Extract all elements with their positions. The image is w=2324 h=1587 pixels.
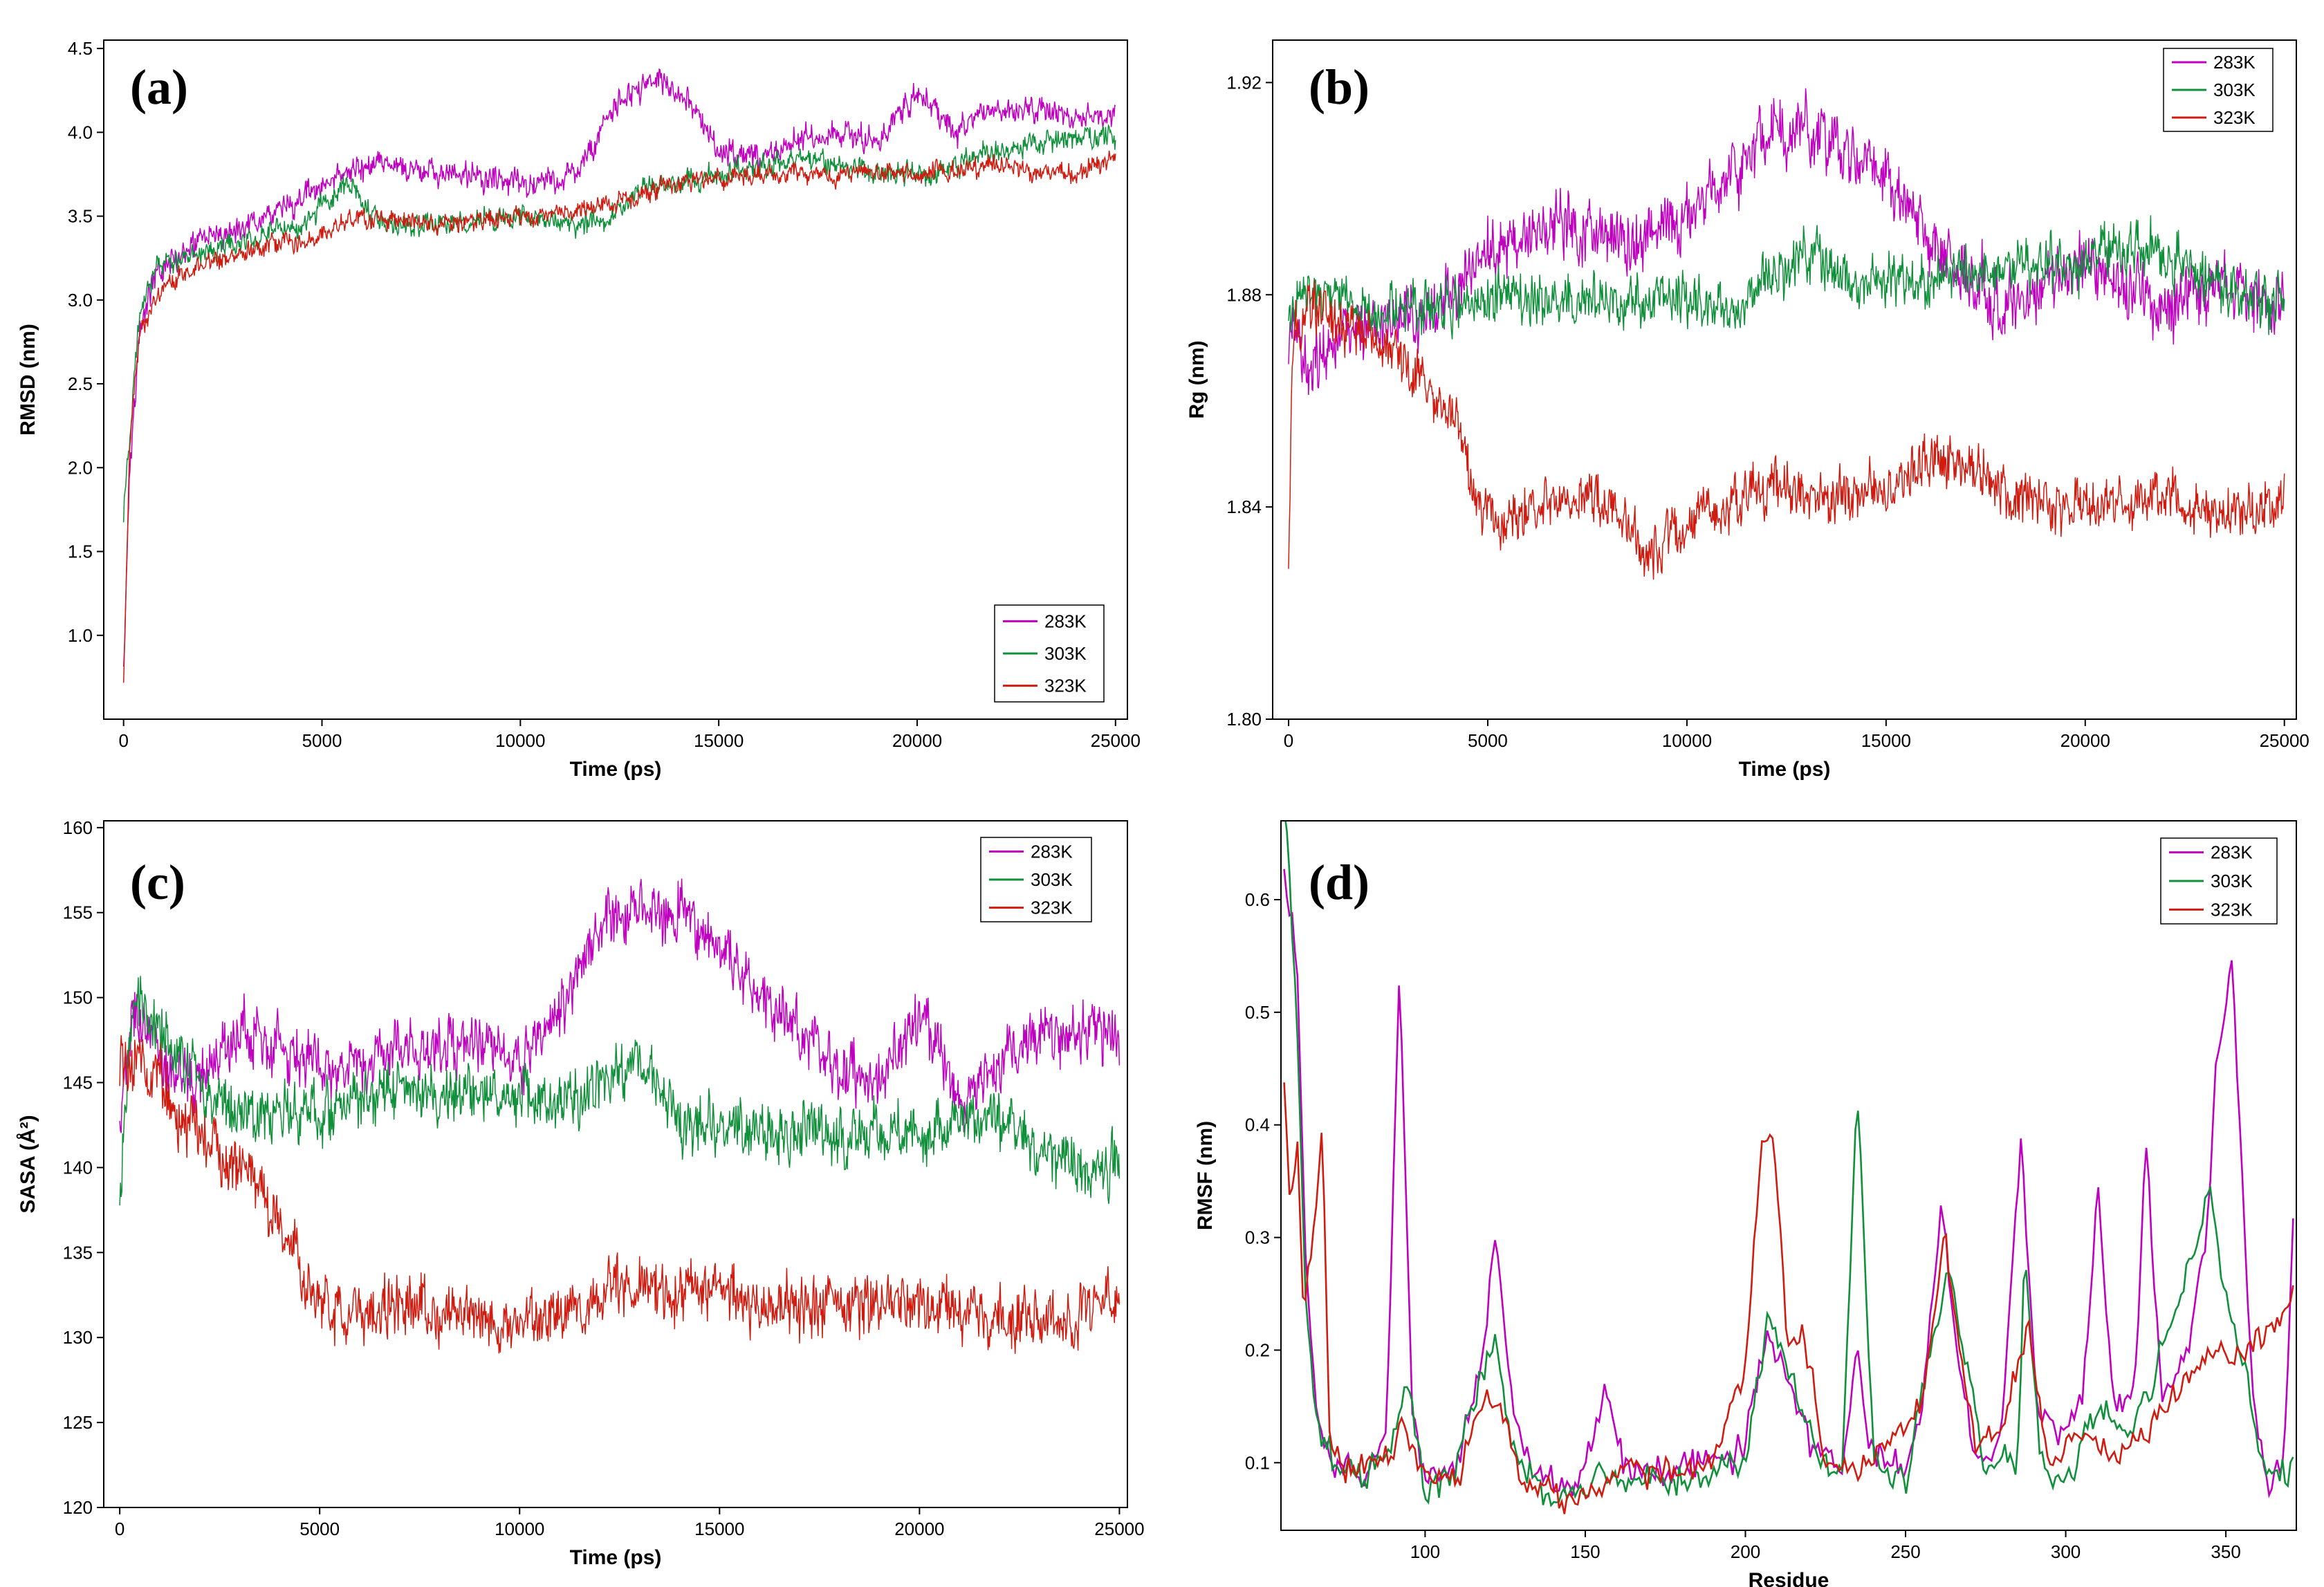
panel-label: (b)	[1309, 59, 1370, 115]
x-tick-label: 10000	[1662, 730, 1712, 751]
x-tick-label: 15000	[694, 730, 744, 751]
x-tick-label: 5000	[302, 730, 342, 751]
y-tick-label: 0.6	[1245, 889, 1270, 910]
x-tick-label: 5000	[1468, 730, 1508, 751]
y-tick-label: 4.5	[68, 38, 93, 59]
legend: 283K 303K 323K	[994, 604, 1105, 703]
legend-label: 283K	[2213, 52, 2256, 73]
panel-b: 0 5000 10000 15000 20000 25000 1.80 1.84 1.88 1.9…	[1186, 39, 2309, 781]
y-tick-label: 150	[63, 987, 93, 1008]
series-line-303K	[1288, 215, 2285, 340]
legend-label: 303K	[1044, 643, 1087, 664]
plot-frame	[103, 39, 1128, 720]
panel-a: 0 5000 10000 15000 20000 25000 1.0 1.5 2.0 2.5 3.0…	[17, 38, 1141, 781]
series-line-323K	[119, 1035, 1120, 1354]
plot-frame	[103, 820, 1128, 1508]
y-tick-label: 160	[63, 817, 93, 838]
x-tick-label: 20000	[892, 730, 942, 751]
legend-label: 323K	[1044, 676, 1087, 696]
x-tick-label: 10000	[495, 1519, 544, 1539]
legend: 283K 303K 323K	[980, 837, 1092, 922]
y-tick-label: 1.0	[68, 625, 93, 646]
x-tick-label: 25000	[2260, 730, 2309, 751]
y-tick-label: 145	[63, 1073, 93, 1093]
legend-label: 303K	[2213, 80, 2256, 100]
x-tick-label: 25000	[1091, 730, 1141, 751]
x-axis-label: Time (ps)	[570, 1546, 662, 1569]
series-line-283K	[122, 68, 1116, 667]
x-tick-label: 0	[115, 1519, 124, 1539]
panel-label: (a)	[130, 59, 188, 115]
y-tick-label: 0.5	[1245, 1002, 1270, 1023]
series-line-323K	[1283, 1082, 2294, 1514]
plot-frame	[1280, 820, 2297, 1531]
y-tick-label: 1.80	[1226, 709, 1262, 730]
legend-label: 323K	[2213, 107, 2256, 128]
y-tick-label: 125	[63, 1412, 93, 1433]
y-tick-label: 2.5	[68, 373, 93, 394]
x-axis-label: Residue	[1749, 1569, 1829, 1587]
legend: 283K 303K 323K	[2160, 837, 2278, 925]
y-axis-label: Rg (nm)	[1186, 340, 1208, 418]
y-tick-label: 135	[63, 1242, 93, 1263]
y-tick-label: 155	[63, 902, 93, 923]
x-tick-label: 100	[1410, 1541, 1440, 1562]
y-axis-label: SASA (Å²)	[17, 1115, 39, 1213]
x-tick-label: 0	[1284, 730, 1293, 751]
x-tick-label: 5000	[299, 1519, 340, 1539]
y-axis-label: RMSF (nm)	[1194, 1121, 1217, 1230]
y-tick-label: 3.5	[68, 206, 93, 227]
legend-label: 323K	[1031, 898, 1073, 918]
series-line-283K	[119, 878, 1120, 1133]
x-tick-label: 15000	[694, 1519, 744, 1539]
y-tick-label: 2.0	[68, 457, 93, 478]
x-axis-label: Time (ps)	[570, 758, 662, 781]
series-line-323K	[1288, 280, 2285, 580]
legend-label: 283K	[1031, 841, 1073, 862]
series-line-303K	[119, 976, 1120, 1206]
x-tick-label: 10000	[495, 730, 545, 751]
y-tick-label: 130	[63, 1327, 93, 1348]
panel-label: (c)	[130, 855, 185, 910]
panel-d: 100 150 200 250 300 350 0.1 0.2 0.3 0.4 0.5 0.6 Resi…	[1194, 820, 2297, 1587]
plot-frame	[1272, 39, 2297, 720]
y-tick-label: 120	[63, 1497, 93, 1518]
legend-label: 303K	[2211, 871, 2253, 891]
legend: 283K 303K 323K	[2163, 48, 2274, 132]
x-tick-label: 250	[1890, 1541, 1920, 1562]
y-tick-label: 0.2	[1245, 1339, 1270, 1360]
legend-label: 283K	[1044, 611, 1087, 631]
y-tick-label: 1.84	[1226, 496, 1262, 517]
x-tick-label: 150	[1570, 1541, 1600, 1562]
series-line-303K	[122, 123, 1116, 523]
x-tick-label: 200	[1731, 1541, 1760, 1562]
legend-label: 283K	[2211, 842, 2253, 863]
y-tick-label: 0.3	[1245, 1227, 1270, 1248]
y-tick-label: 1.92	[1226, 72, 1262, 93]
series-line-283K	[1283, 869, 2294, 1498]
x-tick-label: 20000	[894, 1519, 944, 1539]
y-tick-label: 4.0	[68, 122, 93, 142]
y-tick-label: 1.88	[1226, 284, 1262, 305]
y-tick-label: 140	[63, 1157, 93, 1178]
x-tick-label: 20000	[2060, 730, 2110, 751]
panel-label: (d)	[1309, 855, 1370, 910]
x-axis-label: Time (ps)	[1739, 758, 1831, 781]
x-tick-label: 0	[118, 730, 128, 751]
y-tick-label: 0.4	[1245, 1115, 1270, 1135]
y-tick-label: 3.0	[68, 290, 93, 310]
x-tick-label: 25000	[1094, 1519, 1144, 1539]
x-tick-label: 15000	[1861, 730, 1911, 751]
x-tick-label: 300	[2051, 1541, 2081, 1562]
panel-c: 0 5000 10000 15000 20000 25000 120 125 130 135 140…	[17, 817, 1145, 1569]
y-tick-label: 1.5	[68, 541, 93, 562]
y-tick-label: 0.1	[1245, 1452, 1270, 1473]
y-axis-label: RMSD (nm)	[17, 324, 39, 436]
series-line-323K	[122, 150, 1116, 683]
legend-label: 303K	[1031, 869, 1073, 890]
legend-label: 323K	[2211, 899, 2253, 920]
x-tick-label: 350	[2211, 1541, 2240, 1562]
